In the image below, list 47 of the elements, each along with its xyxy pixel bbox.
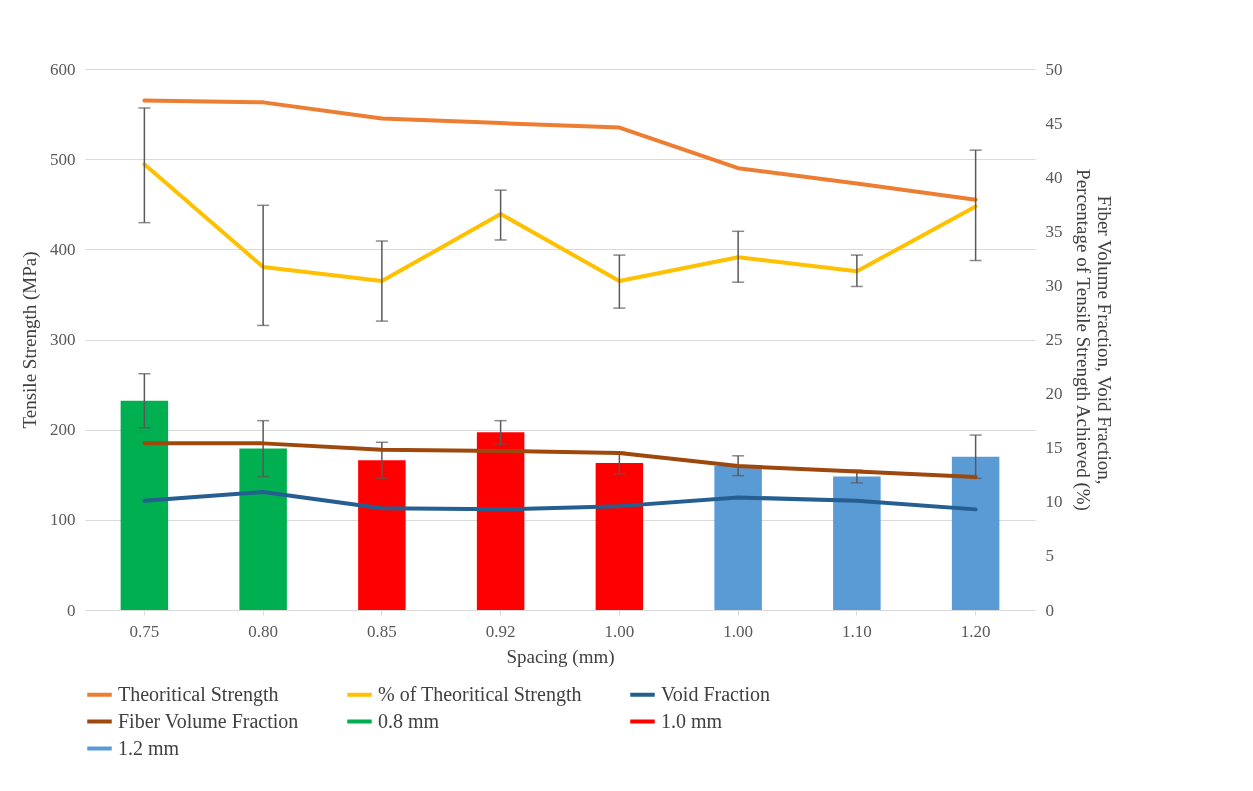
bar — [714, 465, 762, 610]
legend-label: Theoritical Strength — [118, 682, 279, 706]
x-tick-label: 1.00 — [723, 621, 753, 641]
y-tick-label: 500 — [50, 149, 76, 169]
legend-label: Void Fraction — [661, 682, 771, 705]
bar — [595, 463, 644, 610]
x-tick-label: 0.75 — [129, 621, 160, 641]
y-tick-label: 400 — [50, 239, 76, 259]
y2-tick-label: 20 — [1045, 384, 1063, 404]
x-tick-label: 0.92 — [485, 621, 516, 641]
y2-tick-label: 25 — [1045, 330, 1063, 349]
y2-tick-label: 40 — [1045, 167, 1063, 187]
bar — [476, 432, 525, 610]
x-tick-label: 0.80 — [248, 621, 278, 641]
y2-tick-label: 5 — [1045, 546, 1054, 566]
line-series — [142, 98, 978, 202]
bar — [951, 456, 1000, 610]
y-tick-label: 200 — [50, 420, 76, 440]
y-tick-label: 300 — [50, 330, 76, 349]
y2-tick-label: 35 — [1045, 221, 1063, 241]
y-tick-label: 600 — [50, 59, 76, 79]
x-tick-label: 0.85 — [367, 621, 397, 641]
y2-tick-label: 0 — [1045, 600, 1054, 620]
y2-axis-title: Fiber Volume Fraction, Void Fraction, Percentage of Tensile Strength Achieved (%) — [1071, 169, 1115, 511]
legend-label: % of Theoritical Strength — [378, 682, 582, 706]
legend-label: 0.8 mm — [378, 709, 440, 732]
y-tick-label: 100 — [50, 510, 76, 530]
y2-tick-label: 45 — [1045, 113, 1063, 133]
bar — [120, 400, 169, 610]
bar — [239, 448, 287, 610]
legend-label: Fiber Volume Fraction — [118, 709, 299, 732]
y2-tick-label: 15 — [1045, 438, 1063, 458]
line-series — [142, 162, 978, 284]
x-tick-label: 1.10 — [842, 621, 872, 641]
bar — [833, 476, 881, 610]
legend-label: 1.0 mm — [661, 709, 723, 732]
bar — [358, 460, 406, 610]
y-axis-title: Tensile Strength (MPa) — [19, 251, 41, 429]
y-tick-label: 0 — [67, 600, 76, 620]
line-series — [142, 490, 978, 512]
x-tick-label: 1.20 — [960, 621, 991, 641]
x-tick-label: 1.00 — [604, 621, 635, 641]
y2-tick-label: 30 — [1045, 275, 1063, 295]
y2-tick-label: 10 — [1045, 492, 1063, 512]
x-axis-title: Spacing (mm) — [506, 645, 615, 668]
y2-tick-label: 50 — [1045, 59, 1063, 79]
legend-label: 1.2 mm — [118, 736, 180, 759]
